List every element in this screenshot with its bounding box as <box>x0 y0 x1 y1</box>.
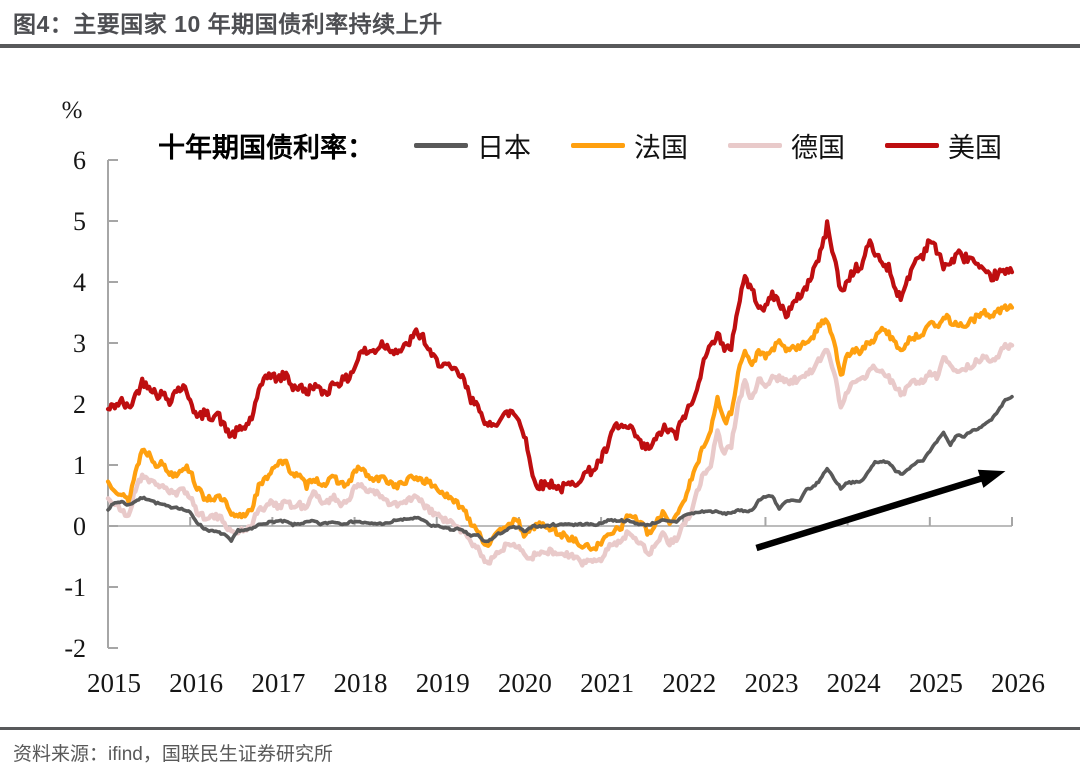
svg-text:2022: 2022 <box>662 668 716 698</box>
legend-label-germany: 德国 <box>791 133 845 163</box>
legend-title: 十年期国债利率： <box>158 133 374 163</box>
figure-title: 图4：主要国家 10 年期国债利率持续上升 <box>13 11 443 37</box>
svg-text:1: 1 <box>73 451 86 480</box>
svg-text:2026: 2026 <box>991 668 1045 698</box>
svg-text:2018: 2018 <box>334 668 388 698</box>
svg-text:2020: 2020 <box>498 668 552 698</box>
germany-line-swatch <box>728 143 782 148</box>
legend-item-japan: 日本 <box>414 126 531 165</box>
us-line-swatch <box>885 143 939 148</box>
svg-text:2019: 2019 <box>416 668 470 698</box>
svg-text:-1: -1 <box>64 573 86 602</box>
svg-text:2024: 2024 <box>827 668 882 698</box>
svg-text:2025: 2025 <box>909 668 963 698</box>
japan-line-swatch <box>414 143 468 148</box>
svg-text:0: 0 <box>73 512 86 541</box>
svg-text:2: 2 <box>73 390 86 419</box>
svg-text:6: 6 <box>73 146 86 175</box>
legend-label-us: 美国 <box>948 133 1002 163</box>
svg-text:5: 5 <box>73 207 86 236</box>
legend-item-france: 法国 <box>571 126 688 165</box>
svg-text:4: 4 <box>73 268 86 297</box>
svg-text:-2: -2 <box>64 634 86 663</box>
legend-label-france: 法国 <box>634 133 688 163</box>
legend-item-germany: 德国 <box>728 126 845 165</box>
svg-text:%: % <box>62 97 83 124</box>
figure-footer: 资料来源：ifind，国联民生证券研究所 <box>0 727 1080 766</box>
france-line-swatch <box>571 143 625 148</box>
chart-legend: 十年期国债利率： 日本 法国 德国 美国 <box>158 126 1002 165</box>
svg-text:2017: 2017 <box>251 668 305 698</box>
data-source-text: 资料来源：ifind，国联民生证券研究所 <box>13 744 333 765</box>
svg-text:3: 3 <box>73 329 86 358</box>
figure-title-bar: 图4：主要国家 10 年期国债利率持续上升 <box>0 0 1080 48</box>
svg-text:2015: 2015 <box>87 668 141 698</box>
svg-text:2023: 2023 <box>744 668 798 698</box>
legend-item-us: 美国 <box>885 126 1002 165</box>
svg-text:2021: 2021 <box>580 668 634 698</box>
svg-text:2016: 2016 <box>169 668 223 698</box>
legend-label-japan: 日本 <box>477 133 531 163</box>
